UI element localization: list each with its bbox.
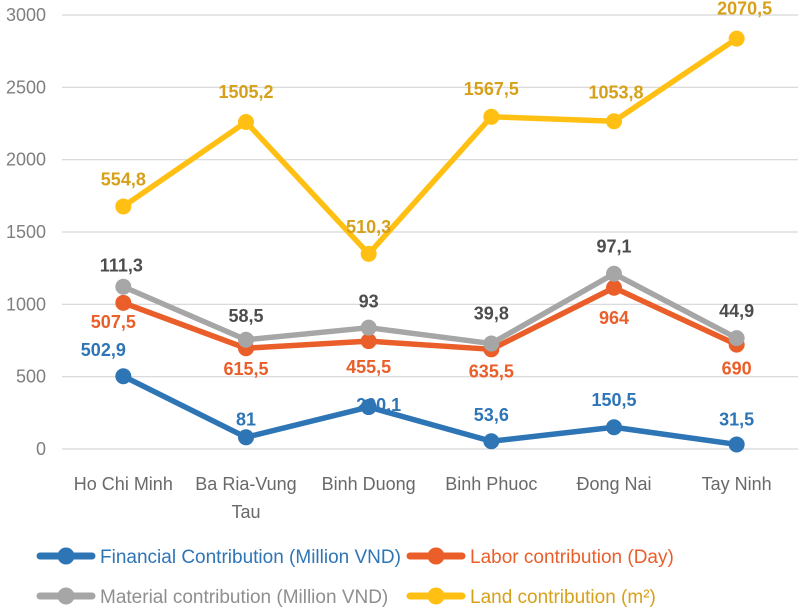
data-label: 31,5 [719, 409, 754, 429]
x-axis-label: Ho Chi Minh [74, 474, 173, 494]
data-label: 1053,8 [588, 82, 643, 102]
data-point [606, 265, 622, 282]
data-point [360, 245, 377, 262]
series-financial-labels: 502,9 81 290,1 53,6 150,5 31,5 [81, 340, 754, 429]
y-axis-tick-label: 1500 [6, 222, 46, 242]
data-label: 510,3 [346, 217, 391, 237]
series-polyline [120, 373, 740, 448]
y-axis-tick-label: 500 [16, 367, 46, 387]
legend: Financial Contribution (Million VND) Labo… [36, 547, 674, 608]
legend-circle-marker-icon [57, 587, 75, 605]
legend-circle-marker-icon [427, 587, 445, 605]
y-axis-tick-label: 2500 [6, 77, 46, 97]
data-label: 615,5 [223, 359, 268, 379]
data-point [115, 368, 132, 385]
data-label: 58,5 [228, 306, 263, 326]
data-label: 39,8 [474, 304, 509, 324]
y-axis-tick-label: 1000 [6, 294, 46, 314]
gridlines [62, 14, 798, 450]
data-point [728, 330, 745, 347]
data-point [238, 114, 254, 131]
series-polyline [120, 35, 740, 257]
legend-item-material: Material contribution (Million VND) [36, 587, 388, 608]
data-label: 150,5 [591, 390, 636, 410]
legend-label: Land contribution (m²) [470, 587, 656, 608]
data-label: 507,5 [91, 312, 136, 332]
data-point [360, 319, 377, 336]
data-point [728, 30, 745, 47]
series-land-labels: 554,8 1505,2 510,3 1567,5 1053,8 2070,5 [101, 0, 772, 237]
data-point [606, 113, 622, 130]
data-label: 690 [722, 359, 752, 379]
data-point [360, 333, 377, 350]
series-labor-line [115, 279, 745, 358]
series-financial-line [115, 368, 745, 453]
x-axis-label: Tay Ninh [702, 474, 772, 494]
x-axis-label: Tau [231, 502, 260, 522]
data-point [483, 108, 500, 125]
x-axis-labels: Ho Chi Minh Ba Ria-Vung Tau Binh Duong Binh … [74, 474, 772, 522]
data-point [115, 278, 132, 295]
data-label: 635,5 [469, 361, 514, 381]
legend-item-land: Land contribution (m²) [406, 587, 656, 608]
data-point [728, 436, 745, 453]
data-label: 455,5 [346, 357, 391, 377]
legend-label: Financial Contribution (Million VND) [100, 547, 401, 568]
data-label: 81 [236, 409, 256, 429]
data-label: 964 [599, 308, 629, 328]
data-label: 502,9 [81, 340, 126, 360]
data-point [238, 331, 254, 348]
data-label: 2070,5 [717, 0, 772, 19]
data-label: 1505,2 [218, 82, 273, 102]
data-point [115, 198, 132, 215]
y-axis-tick-labels: 0 500 1000 1500 2000 2500 3000 [6, 5, 46, 459]
data-label: 1567,5 [464, 79, 519, 99]
y-axis-tick-label: 0 [36, 439, 46, 459]
series-labor-labels: 507,5 615,5 455,5 635,5 964 690 [91, 308, 752, 382]
legend-circle-marker-icon [57, 547, 75, 565]
data-label: 97,1 [596, 237, 631, 257]
data-point [115, 294, 132, 311]
data-label: 53,6 [474, 405, 509, 425]
data-label: 554,8 [101, 169, 146, 189]
series-polyline [120, 270, 740, 347]
data-label: 111,3 [100, 256, 143, 276]
x-axis-label: Ba Ria-Vung [195, 474, 296, 494]
legend-item-labor: Labor contribution (Day) [406, 547, 674, 568]
data-point [238, 429, 254, 446]
data-point [483, 335, 500, 352]
series-material-line [115, 265, 745, 352]
x-axis-label: Binh Phuoc [445, 474, 537, 494]
series-polyline [120, 285, 740, 353]
x-axis-label: Đong Nai [576, 474, 651, 494]
data-point [483, 433, 500, 450]
legend-item-financial: Financial Contribution (Million VND) [36, 547, 401, 568]
data-label: 93 [359, 292, 379, 312]
y-axis-tick-label: 3000 [6, 5, 46, 25]
data-label: 44,9 [719, 301, 754, 321]
series-land-line [115, 30, 745, 262]
legend-label: Labor contribution (Day) [470, 547, 674, 568]
y-axis-tick-label: 2000 [6, 150, 46, 170]
legend-circle-marker-icon [427, 547, 445, 565]
legend-label: Material contribution (Million VND) [100, 587, 388, 608]
x-axis-label: Binh Duong [322, 474, 416, 494]
data-point [360, 399, 377, 416]
data-label: 290,1 [356, 395, 401, 415]
data-point [606, 279, 622, 296]
data-point [606, 419, 622, 436]
series-material-labels: 111,3 58,5 93 39,8 97,1 44,9 [100, 237, 754, 326]
